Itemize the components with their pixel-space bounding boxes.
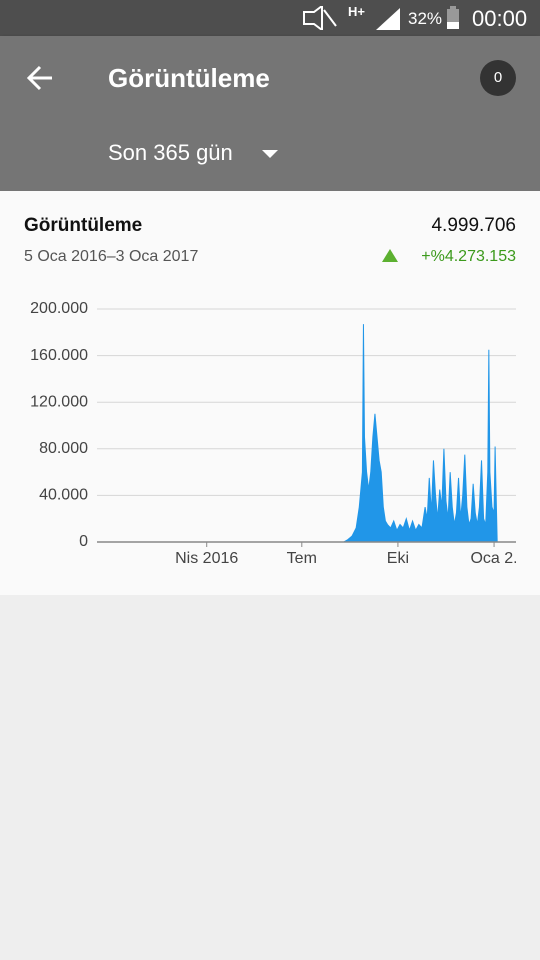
- y-tick-label: 0: [79, 533, 88, 550]
- y-tick-label: 120.000: [30, 393, 88, 410]
- app-title: Görüntüleme: [108, 63, 270, 93]
- up-arrow: [382, 249, 398, 262]
- notification-badge[interactable]: 0: [480, 60, 516, 96]
- x-tick-label: Oca 2.: [470, 550, 517, 567]
- chart: 0 40.000 80.000 120.000 160.000 200.000 Nis 20…: [30, 300, 517, 567]
- stats-card: Görüntüleme 4.999.706 5 Oca 2016–3 Oca 2…: [0, 191, 540, 595]
- battery-level: 32%: [408, 9, 443, 28]
- clock: 00:00: [472, 6, 528, 31]
- change: +%4.273.153: [421, 248, 516, 265]
- battery-icon: [447, 6, 459, 29]
- area: [115, 324, 498, 543]
- total-views: 4.999.706: [431, 215, 516, 236]
- x-tick-label: Nis 2016: [175, 550, 238, 567]
- dropdown-arrow[interactable]: [262, 150, 278, 160]
- card-title: Görüntüleme: [24, 215, 143, 236]
- back-button[interactable]: [26, 64, 54, 92]
- date-range: 5 Oca 2016–3 Oca 2017: [24, 248, 199, 265]
- y-tick-label: 80.000: [39, 440, 88, 457]
- y-tick-label: 200.000: [30, 300, 88, 317]
- status-bar: H+ 32% 00:00: [0, 0, 540, 36]
- signal-icon: [376, 8, 400, 30]
- app-bar: Görüntüleme 0 Son 365 gün: [0, 36, 540, 191]
- x-tick-label: Eki: [387, 550, 409, 567]
- x-tick-label: Tem: [287, 550, 317, 567]
- y-tick-label: 40.000: [39, 487, 88, 504]
- mute-icon: [303, 6, 337, 30]
- period-selector[interactable]: Son 365 gün: [108, 140, 233, 165]
- network-type: H+: [348, 4, 365, 19]
- y-tick-label: 160.000: [30, 347, 88, 364]
